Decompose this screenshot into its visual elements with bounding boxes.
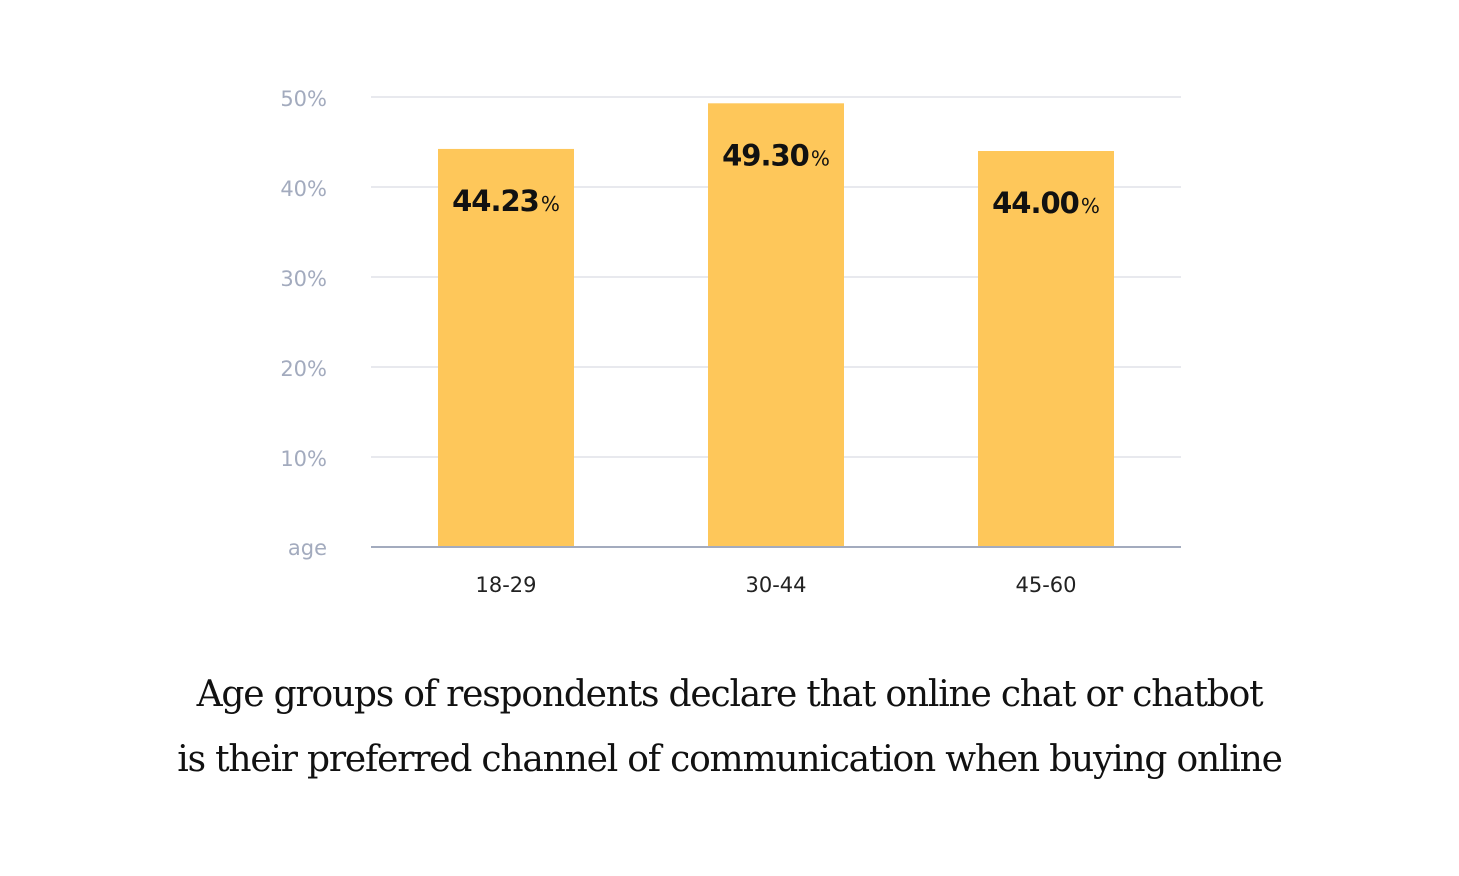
chart-caption-line-1: Age groups of respondents declare that o…: [196, 674, 1264, 715]
y-tick-label-20: 20%: [280, 357, 327, 381]
x-tick-label-18-29: 18-29: [475, 573, 536, 597]
x-axis-title: age: [288, 536, 327, 560]
y-axis-ticks: 10% 20% 30% 40% 50%: [280, 87, 327, 471]
x-tick-label-45-60: 45-60: [1015, 573, 1076, 597]
bar-value-label-30-44: 49.30%: [722, 138, 830, 172]
y-tick-label-30: 30%: [280, 267, 327, 291]
bar-18-29: [438, 148, 574, 547]
y-tick-label-10: 10%: [280, 447, 327, 471]
x-tick-label-30-44: 30-44: [745, 573, 806, 597]
bar-value-label-45-60: 44.00%: [992, 186, 1100, 220]
bar-chart: 10% 20% 30% 40% 50% 44.23 % 49.30 % 44.00% age 1…: [280, 87, 1181, 597]
y-tick-label-40: 40%: [280, 177, 327, 201]
bar-30-44: [708, 103, 844, 548]
bars: [438, 103, 1114, 548]
y-tick-label-50: 50%: [280, 87, 327, 111]
bar-value-label-18-29: 44.23%: [452, 184, 560, 218]
x-axis-ticks: 18-29 30-44 45-60: [475, 573, 1076, 597]
bar-45-60: [978, 151, 1114, 547]
bar-data-labels: 44.23 % 49.30 % 44.00%: [452, 138, 1100, 220]
chart-caption-line-2: is their preferred channel of communicat…: [177, 739, 1283, 780]
